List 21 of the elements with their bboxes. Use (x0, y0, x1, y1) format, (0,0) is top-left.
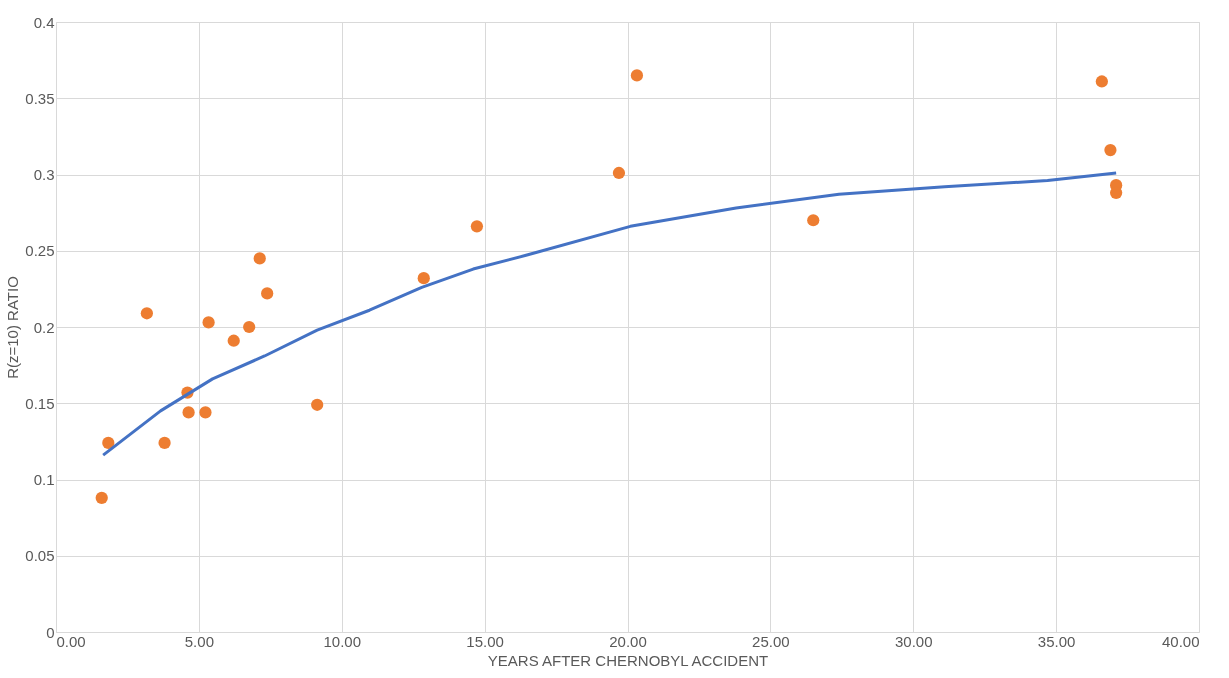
x-tick-label: 10.00 (323, 632, 362, 650)
x-tick-label: 15.00 (466, 632, 504, 650)
x-tick-label: 0.00 (56, 632, 86, 650)
x-tick-label: 20.00 (609, 632, 647, 650)
y-tick-label: 0.25 (25, 242, 55, 260)
y-tick-label: 0.1 (33, 471, 55, 488)
x-tick-label: 25.00 (752, 632, 790, 650)
x-tick-label: 40.00 (1161, 632, 1200, 650)
line-series (101, 171, 1118, 457)
y-tick-label: 0.05 (25, 547, 55, 565)
y-tick-label: 0.2 (33, 318, 55, 336)
x-tick-label: 30.00 (894, 632, 933, 650)
y-tick-label: 0.35 (25, 89, 55, 107)
y-tick-label: 0.3 (33, 166, 55, 183)
y-tick-label: 0.4 (33, 13, 55, 31)
y-tick-label: 0 (46, 623, 55, 641)
x-tick-label: 5.00 (184, 632, 214, 650)
y-tick-label: 0.15 (25, 394, 55, 412)
x-axis-title: YEARS AFTER CHERNOBYL ACCIDENT (487, 651, 769, 669)
x-tick-label: 35.00 (1037, 632, 1076, 650)
y-axis-title: R(z=10) RATIO (4, 276, 22, 379)
